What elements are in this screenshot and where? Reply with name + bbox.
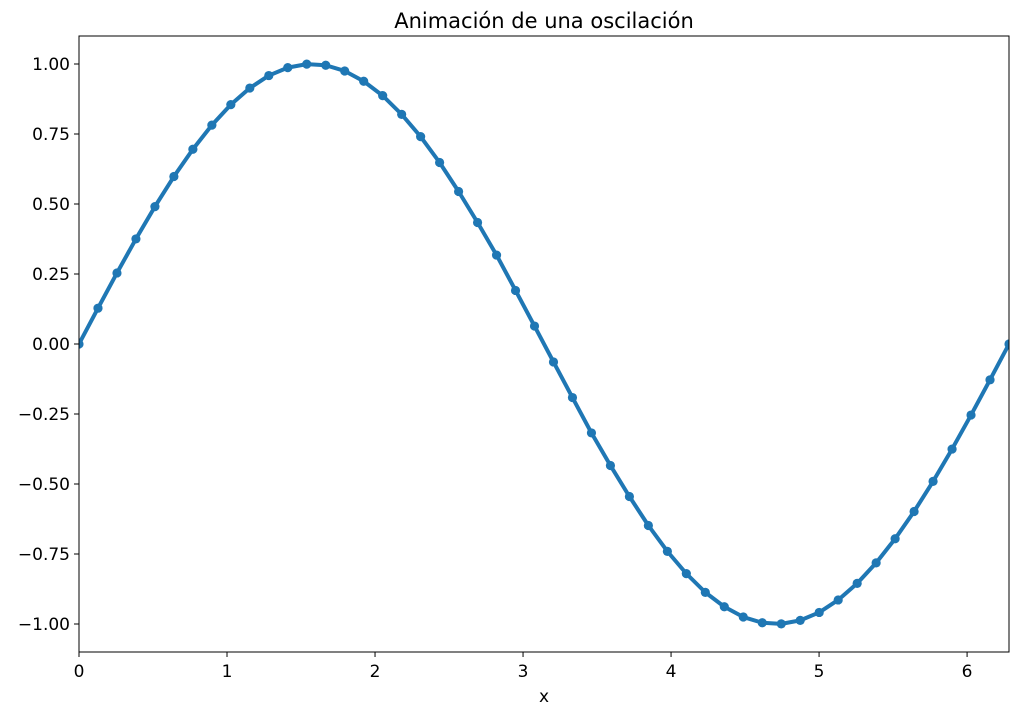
data-point [719, 602, 729, 612]
y-tick-label: −1.00 [18, 615, 70, 635]
data-point [454, 186, 464, 197]
data-point [359, 76, 369, 86]
data-point [416, 132, 426, 142]
data-point [1004, 339, 1009, 349]
data-point [283, 63, 293, 73]
data-point [169, 171, 179, 182]
y-tick-label: −0.75 [18, 545, 70, 565]
y-tick-label: 0.50 [32, 195, 70, 215]
series-line [79, 62, 1009, 626]
data-point [79, 339, 84, 349]
data-point [795, 615, 805, 625]
x-tick-label: 3 [518, 662, 529, 682]
chart-title: Animación de una oscilación [394, 9, 694, 33]
y-axis-ticks: −1.00 −0.75 −0.50 −0.25 0.00 0.25 0.50 0.75 1.00 [18, 55, 79, 635]
data-point [871, 558, 881, 568]
y-tick-label: 0.75 [32, 125, 70, 145]
data-point [188, 144, 198, 154]
x-tick-label: 1 [222, 662, 233, 682]
data-point [548, 357, 559, 367]
data-point [378, 91, 388, 101]
plot-area [79, 59, 1009, 629]
data-point [890, 534, 900, 544]
data-point [207, 120, 217, 130]
data-point [605, 460, 616, 471]
data-point [112, 268, 122, 278]
data-point [93, 303, 103, 313]
data-point [833, 595, 843, 605]
data-point [757, 618, 767, 628]
data-point [245, 83, 255, 93]
data-point [397, 109, 407, 119]
data-point [643, 520, 653, 531]
data-point [738, 612, 748, 622]
data-point [150, 202, 160, 212]
x-tick-label: 4 [666, 662, 677, 682]
data-point [814, 607, 824, 618]
data-point [435, 157, 445, 168]
data-point [700, 587, 710, 597]
y-tick-label: −0.50 [18, 475, 70, 495]
data-point [624, 491, 635, 502]
x-tick-label: 6 [962, 662, 973, 682]
y-tick-label: 1.00 [32, 55, 70, 75]
data-point [472, 217, 483, 228]
x-tick-label: 5 [814, 662, 825, 682]
y-tick-label: 0.25 [32, 265, 70, 285]
data-point [852, 578, 862, 589]
data-point [966, 410, 976, 420]
data-point [567, 392, 578, 403]
x-axis-ticks: 0 1 2 3 4 5 6 [74, 652, 973, 682]
data-point [302, 59, 312, 69]
y-tick-label: −0.25 [18, 405, 70, 425]
data-point [776, 619, 786, 629]
data-point [226, 100, 236, 110]
data-point [321, 60, 331, 70]
x-axis-label: x [539, 687, 549, 707]
x-tick-label: 0 [74, 662, 85, 682]
series-group [79, 59, 1009, 629]
data-point [985, 375, 995, 385]
y-tick-label: 0.00 [32, 335, 70, 355]
data-point [681, 569, 691, 579]
data-point [586, 428, 597, 438]
data-point [491, 250, 502, 260]
data-point [264, 70, 274, 81]
data-point [928, 476, 938, 486]
data-point [909, 506, 919, 517]
data-point [662, 546, 672, 556]
data-point [529, 321, 540, 331]
data-point [947, 444, 957, 454]
data-point [340, 66, 350, 76]
data-point [510, 285, 521, 296]
x-tick-label: 2 [370, 662, 381, 682]
data-point [131, 234, 141, 244]
